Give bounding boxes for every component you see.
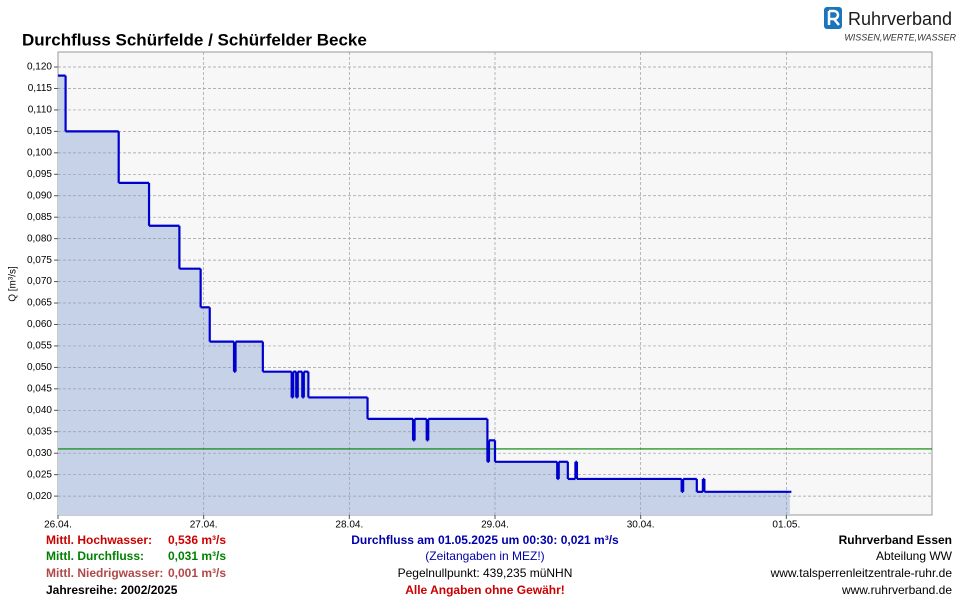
area-segment [209,341,235,515]
area-segment [235,341,264,515]
footer-value: 0,536 m³/s [168,533,226,547]
y-tick-label: 0,060 [27,319,52,330]
area-segment [487,461,490,515]
footer-value: 0,031 m³/s [168,549,226,563]
y-tick-label: 0,095 [27,169,52,180]
area-segment [683,478,698,515]
logo-name: Ruhrverband [848,9,952,29]
y-tick-label: 0,045 [27,383,52,394]
area-segment [681,491,684,515]
area-segment [149,225,180,515]
footer-label: Jahresreihe: 2002/2025 [46,583,178,597]
area-segment [702,478,705,515]
area-segment [575,461,578,515]
area-segment [234,371,237,515]
footer-label: Mittl. Hochwasser: [46,533,152,547]
footer-info: (Zeitangaben in MEZ!) [425,549,544,563]
footer-source: www.talsperrenleitzentrale-ruhr.de [770,566,953,580]
x-tick-label: 27.04. [190,520,218,531]
area-segment [308,397,369,515]
area-segment [567,478,576,515]
y-axis-label: Q [m³/s] [8,266,19,302]
area-segment [557,478,560,515]
y-tick-label: 0,055 [27,341,52,352]
y-tick-label: 0,030 [27,448,52,459]
area-segment [65,131,120,516]
footer-source: www.ruhrverband.de [841,583,952,597]
x-tick-label: 30.04. [627,520,655,531]
footer-source: Ruhrverband Essen [839,533,952,547]
area-segment [302,397,305,515]
area-segment [291,397,294,515]
logo-tagline: WISSEN,WERTE,WASSER [844,32,956,42]
logo-mark [827,9,840,26]
y-tick-label: 0,070 [27,276,52,287]
area-segment [58,75,67,515]
footer-label: Mittl. Niedrigwasser: [46,566,163,580]
area-segment [367,418,414,515]
area-segment [303,371,309,515]
y-tick-label: 0,035 [27,426,52,437]
footer-info: Alle Angaben ohne Gewähr! [405,583,565,597]
y-tick-label: 0,115 [28,83,53,94]
x-tick-label: 29.04. [481,520,509,531]
y-tick-label: 0,075 [27,255,52,266]
y-tick-label: 0,090 [27,190,52,201]
y-tick-label: 0,100 [27,147,52,158]
area-segment [704,491,790,515]
footer-value: 0,001 m³/s [168,566,226,580]
area-segment [576,478,683,515]
area-segment [413,440,416,515]
area-segment [179,268,202,515]
area-segment [495,461,558,515]
chart-title: Durchfluss Schürfelde / Schürfelder Beck… [22,30,367,49]
area-segment [426,440,429,515]
area-segment [118,182,150,516]
area-segment [696,491,704,515]
y-tick-label: 0,050 [27,362,52,373]
footer-source: Abteilung WW [876,549,953,563]
y-tick-label: 0,065 [27,298,52,309]
y-tick-label: 0,120 [27,62,52,73]
y-tick-label: 0,085 [27,212,52,223]
x-tick-label: 01.05. [772,520,800,531]
y-tick-label: 0,110 [28,105,53,116]
x-tick-label: 28.04. [335,520,363,531]
y-tick-label: 0,040 [27,405,52,416]
footer-info: Durchfluss am 01.05.2025 um 00:30: 0,021… [351,533,619,547]
area-segment [558,461,569,515]
area-segment [488,440,496,515]
y-tick-label: 0,025 [27,469,52,480]
footer-label: Mittl. Durchfluss: [46,549,144,563]
area-segment [296,397,299,515]
y-tick-label: 0,105 [27,126,52,137]
y-tick-label: 0,020 [27,491,52,502]
area-segment [428,418,488,515]
area-segment [200,307,211,515]
area-segment [293,371,297,515]
area-segment [262,371,293,515]
footer-info: Pegelnullpunkt: 439,235 müNHN [398,566,573,580]
area-segment [414,418,428,515]
area-segment [297,371,303,515]
x-tick-label: 26.04. [44,520,72,531]
y-tick-label: 0,080 [27,233,52,244]
logo: Ruhrverband WISSEN,WERTE,WASSER [824,7,956,42]
